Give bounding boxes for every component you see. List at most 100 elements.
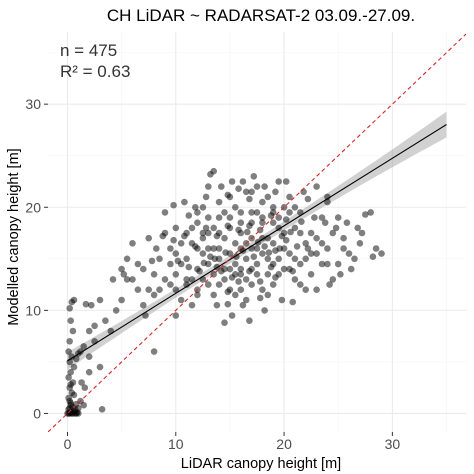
data-point: [253, 183, 261, 190]
data-point: [235, 185, 242, 192]
data-point: [65, 348, 72, 355]
data-point: [362, 211, 369, 218]
y-axis-title: Modelled canopy height [m]: [6, 148, 22, 325]
data-point: [199, 204, 207, 211]
data-point: [161, 209, 169, 216]
data-point: [205, 214, 212, 221]
data-point: [118, 265, 125, 273]
data-point: [70, 391, 78, 399]
data-point: [237, 209, 245, 216]
data-point: [200, 259, 208, 267]
data-point: [205, 229, 212, 237]
data-point: [300, 188, 307, 196]
data-point: [253, 209, 261, 216]
data-point: [172, 271, 180, 278]
data-point: [275, 178, 283, 185]
data-point: [218, 183, 225, 190]
data-point: [218, 267, 225, 275]
data-point: [253, 245, 261, 252]
data-point: [172, 312, 180, 319]
data-point: [269, 240, 277, 247]
data-point: [150, 291, 158, 299]
data-point: [232, 260, 239, 268]
data-point: [286, 193, 293, 201]
data-point: [232, 291, 239, 299]
x-axis-ticks: 0 10 20 30: [64, 432, 400, 452]
data-point: [378, 250, 385, 257]
data-point: [199, 229, 207, 237]
data-point: [264, 291, 272, 299]
data-point: [237, 265, 245, 273]
data-point: [228, 312, 236, 319]
data-point: [242, 255, 250, 263]
data-point: [177, 296, 185, 304]
data-point: [156, 286, 163, 294]
data-point: [261, 307, 268, 314]
data-point: [232, 204, 239, 211]
data-point: [282, 236, 290, 244]
data-point: [321, 219, 329, 226]
data-point: [65, 374, 72, 381]
data-point: [324, 260, 331, 268]
data-point: [167, 245, 174, 252]
data-point: [304, 245, 312, 252]
data-point: [235, 226, 242, 234]
data-point: [286, 209, 293, 216]
data-point: [329, 276, 337, 283]
data-point: [264, 271, 272, 278]
data-point: [313, 250, 320, 257]
regression-line: [67, 124, 447, 362]
data-point: [369, 253, 377, 260]
data-point: [286, 250, 293, 257]
data-point: [120, 271, 128, 278]
data-point: [183, 276, 190, 283]
chart-title: CH LiDAR ~ RADARSAT-2 03.09.-27.09.: [107, 6, 415, 25]
data-point: [302, 286, 310, 294]
data-point: [304, 195, 312, 203]
data-point: [153, 245, 160, 252]
data-point: [91, 322, 98, 330]
data-point: [334, 260, 342, 268]
data-point: [351, 255, 358, 263]
data-point: [272, 188, 279, 196]
data-point: [334, 214, 342, 221]
data-point: [67, 368, 74, 376]
data-point: [205, 281, 212, 288]
data-point: [318, 240, 326, 247]
data-point: [302, 240, 310, 247]
identity-line: [48, 33, 466, 432]
data-point: [183, 255, 190, 263]
data-point: [150, 271, 158, 278]
data-point: [228, 178, 236, 185]
data-point: [123, 255, 131, 263]
data-point: [259, 198, 266, 206]
data-point: [96, 363, 104, 371]
data-point: [259, 250, 266, 257]
data-point: [222, 249, 229, 256]
data-point: [235, 278, 242, 285]
data-point: [272, 274, 279, 281]
data-point: [358, 229, 366, 237]
data-point: [88, 301, 95, 309]
sample-size-annotation: n = 475: [60, 41, 117, 60]
data-point: [293, 243, 301, 250]
data-point: [313, 234, 320, 242]
data-point: [298, 218, 305, 225]
data-point: [226, 224, 234, 232]
data-point: [213, 301, 221, 309]
data-point: [69, 327, 77, 335]
identity-line-group: [48, 33, 466, 432]
data-point: [202, 224, 210, 232]
data-point: [291, 204, 299, 211]
data-point: [311, 214, 318, 221]
data-point: [85, 368, 93, 376]
data-point: [324, 245, 331, 252]
data-point: [343, 219, 351, 226]
data-point: [181, 232, 188, 240]
data-point: [177, 240, 185, 247]
data-point: [291, 224, 299, 232]
x-axis-title: LiDAR canopy height [m]: [181, 456, 341, 472]
data-point: [275, 214, 283, 221]
x-tick-label: 0: [64, 436, 72, 452]
data-point: [256, 278, 264, 285]
